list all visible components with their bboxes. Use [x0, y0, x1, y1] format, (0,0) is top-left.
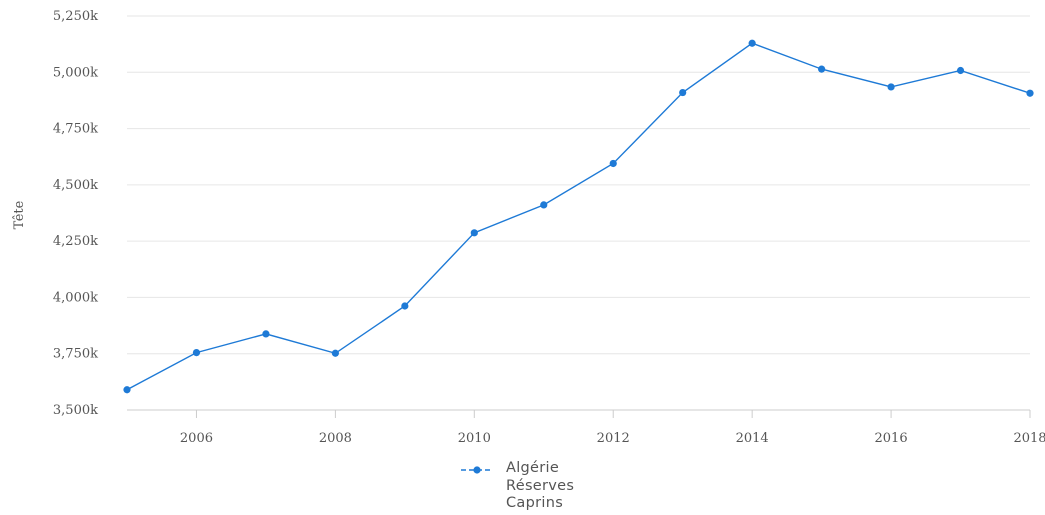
data-point[interactable] [887, 83, 895, 91]
data-point[interactable] [679, 88, 687, 97]
line-chart: 3,500k 3,750k 4,000k 4,250k 4,500k 4,750k 5,00… [12, 9, 1045, 446]
data-point[interactable] [956, 66, 965, 75]
y-axis-title: Tête [12, 200, 27, 229]
data-point[interactable] [1026, 89, 1034, 97]
x-tick-label: 2016 [875, 431, 908, 446]
legend-label-line-3: Caprins [506, 495, 564, 511]
y-tick-label: 4,500k [53, 178, 98, 193]
x-tick-label: 2012 [597, 431, 630, 446]
y-tick-label: 4,750k [53, 122, 98, 137]
data-point[interactable] [262, 330, 270, 338]
x-tick-label: 2008 [319, 431, 352, 446]
x-tick-label: 2018 [1013, 431, 1045, 446]
data-point[interactable] [818, 65, 826, 73]
series-layer [123, 39, 1034, 394]
x-tick-label: 2010 [458, 431, 491, 446]
legend-label-line-1: Algérie [506, 460, 560, 476]
x-tick-label: 2006 [180, 431, 213, 446]
y-tick-label: 5,000k [53, 65, 98, 80]
data-point[interactable] [540, 201, 548, 209]
legend-line-marker-icon [461, 466, 493, 474]
data-point[interactable] [192, 348, 201, 357]
data-point[interactable] [609, 159, 617, 168]
legend-label-line-2: Réserves [506, 477, 575, 494]
data-point[interactable] [123, 386, 131, 394]
y-tick-label: 5,250k [53, 9, 98, 24]
x-axis: 2006 2008 2010 2012 2014 2016 2018 [127, 409, 1045, 446]
legend-label: Algérie Réserves Caprins [506, 460, 574, 513]
y-tick-label: 3,750k [53, 347, 98, 362]
y-axis: 3,500k 3,750k 4,000k 4,250k 4,500k 4,750k 5,00… [53, 9, 98, 418]
series-line [126, 42, 1031, 391]
data-point[interactable] [331, 349, 339, 357]
data-point[interactable] [748, 39, 756, 47]
x-tick-label: 2014 [736, 431, 769, 446]
y-tick-label: 4,250k [53, 234, 98, 249]
legend[interactable]: Algérie Réserves Caprins [460, 460, 574, 513]
gridlines [127, 15, 1030, 355]
data-point[interactable] [470, 229, 478, 237]
y-tick-label: 4,000k [53, 290, 98, 305]
data-point[interactable] [401, 302, 409, 310]
y-tick-label: 3,500k [53, 403, 98, 418]
